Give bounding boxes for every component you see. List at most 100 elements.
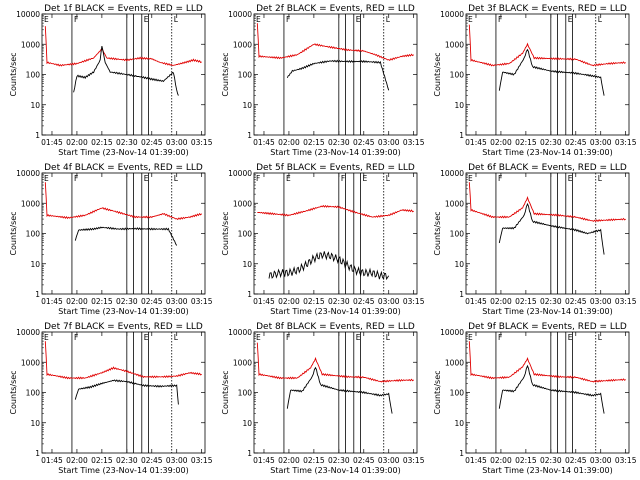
flag-label: E [44, 174, 49, 183]
flag-label: E [568, 174, 573, 183]
x-tick-label: 02:15 [91, 456, 113, 465]
y-axis-label: Counts/sec [9, 370, 18, 414]
flag-label: F [286, 333, 290, 342]
y-tick-label: 1 [247, 290, 252, 299]
y-tick-label: 10 [30, 260, 40, 269]
x-tick-label: 03:00 [378, 456, 400, 465]
x-tick-label: 02:15 [515, 297, 537, 306]
x-tick-label: 01:45 [253, 456, 275, 465]
panel-title: Det 6f BLACK = Events, RED = LLD [468, 163, 627, 173]
series-line-events [73, 46, 179, 96]
flag-label: F [341, 174, 345, 183]
series-line-events [74, 226, 178, 246]
x-tick-label: 02:15 [91, 138, 113, 147]
x-tick-label: 02:00 [490, 297, 512, 306]
x-axis-label: Start Time (23-Nov-14 01:39:00) [270, 466, 400, 475]
flag-label: F [74, 174, 78, 183]
y-axis-label: Counts/sec [9, 211, 18, 255]
x-tick-label: 02:45 [565, 138, 587, 147]
flag-label: E [356, 333, 361, 342]
x-tick-label: 02:30 [540, 456, 562, 465]
flag-label: E [144, 174, 149, 183]
y-tick-label: 10 [454, 260, 464, 269]
series-line-lld [256, 23, 414, 62]
chart-panel-4: Det 4f BLACK = Events, RED = LLD 1 10 100 10… [9, 163, 213, 316]
x-axis-label: Start Time (23-Nov-14 01:39:00) [482, 466, 612, 475]
y-tick-label: 1 [35, 290, 40, 299]
y-tick-label: 100 [450, 71, 465, 80]
plot-frame [465, 172, 630, 295]
x-tick-label: 03:15 [403, 297, 425, 306]
flag-label: E [468, 333, 473, 342]
panel-title: Det 1f BLACK = Events, RED = LLD [44, 4, 203, 14]
chart-panel-5: Det 5f BLACK = Events, RED = LLD 1 10 100 10… [221, 163, 425, 316]
x-tick-label: 03:15 [615, 297, 637, 306]
series-line-events [286, 366, 393, 414]
flag-label: E [44, 333, 49, 342]
flag-label: E [256, 333, 261, 342]
series-line-events [286, 59, 390, 91]
y-tick-label: 10000 [228, 328, 252, 337]
plot-frame [465, 331, 630, 454]
x-tick-label: 02:30 [328, 456, 350, 465]
y-tick-label: 10000 [440, 328, 464, 337]
series-line-lld [44, 341, 202, 380]
panel-title: Det 8f BLACK = Events, RED = LLD [256, 322, 415, 332]
panel-title: Det 5f BLACK = Events, RED = LLD [256, 163, 415, 173]
x-tick-label: 02:30 [328, 138, 350, 147]
series-line-lld [468, 341, 626, 383]
y-tick-label: 10 [30, 101, 40, 110]
y-tick-label: 1 [459, 290, 464, 299]
x-tick-label: 02:30 [116, 138, 138, 147]
y-axis-label: Counts/sec [433, 211, 442, 255]
x-tick-label: 01:45 [465, 456, 487, 465]
y-tick-label: 1 [247, 449, 252, 458]
x-tick-label: 02:00 [66, 456, 88, 465]
x-tick-label: 03:15 [191, 138, 213, 147]
panel-title: Det 9f BLACK = Events, RED = LLD [468, 322, 627, 332]
x-tick-label: 03:15 [191, 456, 213, 465]
y-tick-label: 1 [459, 131, 464, 140]
series-line-events [498, 364, 605, 414]
x-tick-label: 02:30 [540, 297, 562, 306]
x-tick-label: 03:15 [615, 456, 637, 465]
y-axis-label: Counts/sec [221, 370, 230, 414]
y-tick-label: 10 [242, 101, 252, 110]
plot-frame [41, 172, 206, 295]
y-tick-label: 100 [26, 389, 41, 398]
x-tick-label: 01:45 [465, 138, 487, 147]
flag-label: L [598, 174, 603, 183]
flag-label: F [286, 15, 290, 24]
y-tick-label: 10 [242, 260, 252, 269]
flag-label: E [356, 15, 361, 24]
x-tick-label: 02:30 [116, 297, 138, 306]
y-tick-label: 10 [454, 419, 464, 428]
x-axis-label: Start Time (23-Nov-14 01:39:00) [482, 148, 612, 157]
y-tick-label: 100 [238, 71, 253, 80]
y-tick-label: 1000 [233, 40, 252, 49]
x-tick-label: 02:45 [141, 297, 163, 306]
series-line-lld [44, 182, 203, 221]
flag-label: L [386, 15, 391, 24]
chart-panel-7: Det 7f BLACK = Events, RED = LLD 1 10 100 10… [9, 322, 213, 475]
plot-frame [41, 331, 206, 454]
flag-label: E [256, 15, 261, 24]
x-tick-label: 02:45 [353, 138, 375, 147]
series-line-lld [44, 26, 202, 67]
y-tick-label: 10000 [440, 169, 464, 178]
x-tick-label: 02:45 [353, 456, 375, 465]
x-tick-label: 02:15 [91, 297, 113, 306]
flag-label: E [144, 333, 149, 342]
y-tick-label: 1000 [445, 199, 464, 208]
y-axis-label: Counts/sec [221, 211, 230, 255]
x-tick-label: 03:00 [378, 138, 400, 147]
flag-label: E [286, 174, 291, 183]
x-tick-label: 02:30 [328, 297, 350, 306]
x-axis-label: Start Time (23-Nov-14 01:39:00) [58, 307, 188, 316]
x-tick-label: 03:00 [590, 138, 612, 147]
y-tick-label: 1000 [233, 358, 252, 367]
plot-frame [253, 172, 418, 295]
panel-title: Det 4f BLACK = Events, RED = LLD [44, 163, 203, 173]
x-tick-label: 01:45 [253, 297, 275, 306]
x-tick-label: 02:30 [540, 138, 562, 147]
